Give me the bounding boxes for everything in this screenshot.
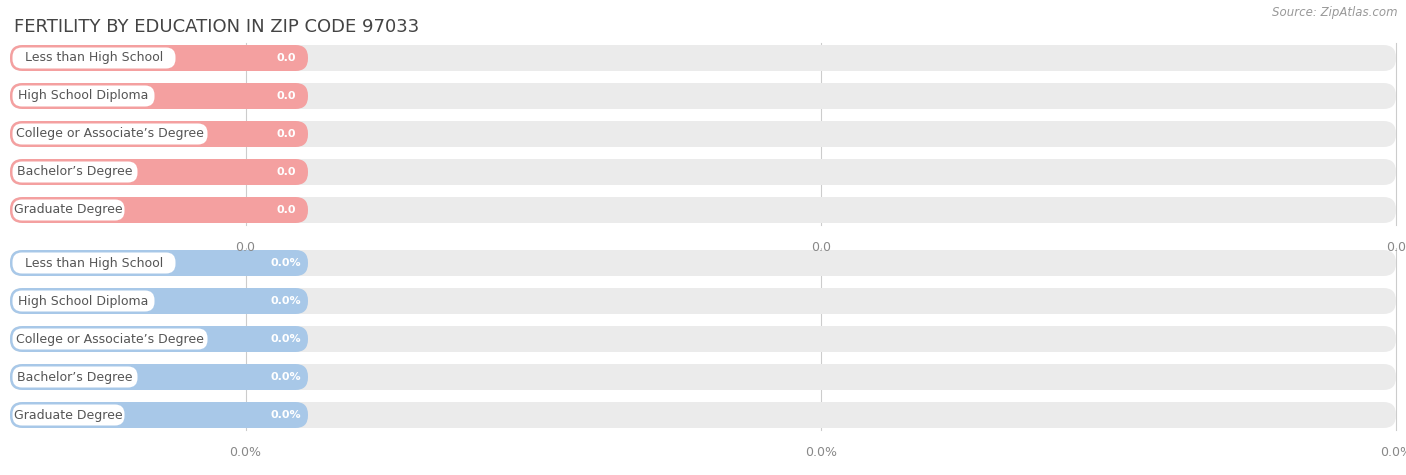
FancyBboxPatch shape [10,326,308,352]
Text: Less than High School: Less than High School [25,51,163,65]
Text: 0.0%: 0.0% [1381,446,1406,459]
FancyBboxPatch shape [10,288,1396,314]
FancyBboxPatch shape [13,405,125,426]
FancyBboxPatch shape [10,364,1396,390]
FancyBboxPatch shape [10,159,308,185]
FancyBboxPatch shape [10,402,308,428]
Text: Bachelor’s Degree: Bachelor’s Degree [17,165,132,179]
Text: 0.0: 0.0 [276,167,295,177]
Text: High School Diploma: High School Diploma [18,294,149,307]
FancyBboxPatch shape [13,124,208,144]
FancyBboxPatch shape [10,288,308,314]
FancyBboxPatch shape [10,250,1396,276]
FancyBboxPatch shape [10,45,308,71]
Text: 0.0: 0.0 [1386,241,1406,254]
Text: 0.0%: 0.0% [271,334,301,344]
Text: Less than High School: Less than High School [25,256,163,269]
Text: 0.0%: 0.0% [271,410,301,420]
Text: 0.0: 0.0 [276,129,295,139]
FancyBboxPatch shape [10,45,1396,71]
FancyBboxPatch shape [10,159,1396,185]
Text: 0.0: 0.0 [276,91,295,101]
Text: 0.0: 0.0 [236,241,256,254]
FancyBboxPatch shape [10,197,1396,223]
FancyBboxPatch shape [10,402,1396,428]
FancyBboxPatch shape [10,364,308,390]
FancyBboxPatch shape [13,200,125,220]
FancyBboxPatch shape [10,121,1396,147]
Text: Source: ZipAtlas.com: Source: ZipAtlas.com [1272,6,1398,19]
Text: 0.0%: 0.0% [804,446,837,459]
FancyBboxPatch shape [10,250,308,276]
Text: 0.0: 0.0 [811,241,831,254]
FancyBboxPatch shape [13,48,176,68]
FancyBboxPatch shape [10,121,308,147]
Text: High School Diploma: High School Diploma [18,89,149,103]
Text: Bachelor’s Degree: Bachelor’s Degree [17,370,132,383]
Text: FERTILITY BY EDUCATION IN ZIP CODE 97033: FERTILITY BY EDUCATION IN ZIP CODE 97033 [14,18,419,36]
FancyBboxPatch shape [13,329,208,350]
FancyBboxPatch shape [10,197,308,223]
FancyBboxPatch shape [10,83,308,109]
Text: 0.0%: 0.0% [271,258,301,268]
Text: Graduate Degree: Graduate Degree [14,408,122,421]
Text: 0.0%: 0.0% [271,296,301,306]
Text: College or Associate’s Degree: College or Associate’s Degree [15,127,204,141]
FancyBboxPatch shape [13,291,155,312]
Text: 0.0%: 0.0% [229,446,262,459]
FancyBboxPatch shape [13,86,155,106]
Text: 0.0%: 0.0% [271,372,301,382]
Text: College or Associate’s Degree: College or Associate’s Degree [15,332,204,345]
FancyBboxPatch shape [13,253,176,274]
FancyBboxPatch shape [10,326,1396,352]
FancyBboxPatch shape [10,83,1396,109]
FancyBboxPatch shape [13,162,138,182]
Text: 0.0: 0.0 [276,205,295,215]
FancyBboxPatch shape [13,367,138,388]
Text: 0.0: 0.0 [276,53,295,63]
Text: Graduate Degree: Graduate Degree [14,203,122,217]
